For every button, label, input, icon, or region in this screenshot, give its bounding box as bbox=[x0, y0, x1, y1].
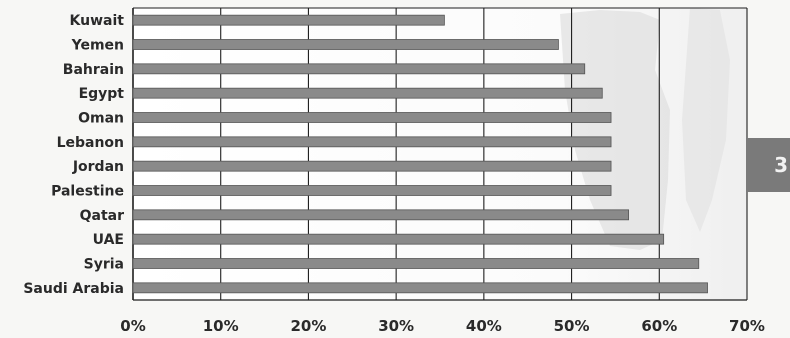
x-tick-labels: 0% 10% 20% 30% 40% 50% 60% 70% bbox=[120, 317, 765, 335]
x-tick-label: 30% bbox=[378, 317, 414, 334]
bar-lebanon bbox=[132, 136, 612, 148]
category-label: Bahrain bbox=[63, 62, 124, 78]
category-label: Oman bbox=[78, 111, 124, 127]
category-label: Saudi Arabia bbox=[23, 281, 124, 297]
category-label: Kuwait bbox=[70, 13, 125, 29]
category-label: Qatar bbox=[80, 208, 124, 224]
x-tick-label: 40% bbox=[466, 317, 502, 334]
x-tick-label: 50% bbox=[554, 317, 590, 334]
category-label: Jordan bbox=[72, 159, 124, 175]
bar-qatar bbox=[132, 209, 629, 221]
bar-kuwait bbox=[132, 14, 445, 26]
category-label: Yemen bbox=[71, 38, 124, 54]
bar-egypt bbox=[132, 87, 603, 99]
category-label: Egypt bbox=[79, 86, 125, 102]
category-labels: Kuwait Yemen Bahrain Egypt Oman Lebanon Jordan… bbox=[23, 13, 124, 297]
bar-jordan bbox=[132, 160, 612, 172]
bars bbox=[132, 14, 708, 294]
bar-yemen bbox=[132, 39, 559, 50]
bar-saudi-arabia bbox=[132, 282, 708, 294]
x-tick-label: 10% bbox=[203, 317, 239, 334]
x-tick-label: 60% bbox=[641, 317, 677, 334]
bar-syria bbox=[132, 258, 700, 269]
category-label: Palestine bbox=[51, 184, 124, 200]
bar-palestine bbox=[132, 185, 612, 196]
x-tick-label: 20% bbox=[290, 317, 326, 334]
background-figure-decoration-2 bbox=[682, 8, 730, 232]
bar-bahrain bbox=[132, 63, 586, 75]
bar-uae bbox=[132, 233, 665, 245]
category-label: Lebanon bbox=[57, 135, 124, 151]
x-tick-label: 0% bbox=[120, 317, 145, 334]
bar-oman bbox=[132, 112, 612, 123]
x-tick-label: 70% bbox=[729, 317, 765, 334]
side-tab: 3 bbox=[746, 138, 790, 192]
category-label: UAE bbox=[93, 232, 124, 248]
category-label: Syria bbox=[84, 257, 124, 273]
